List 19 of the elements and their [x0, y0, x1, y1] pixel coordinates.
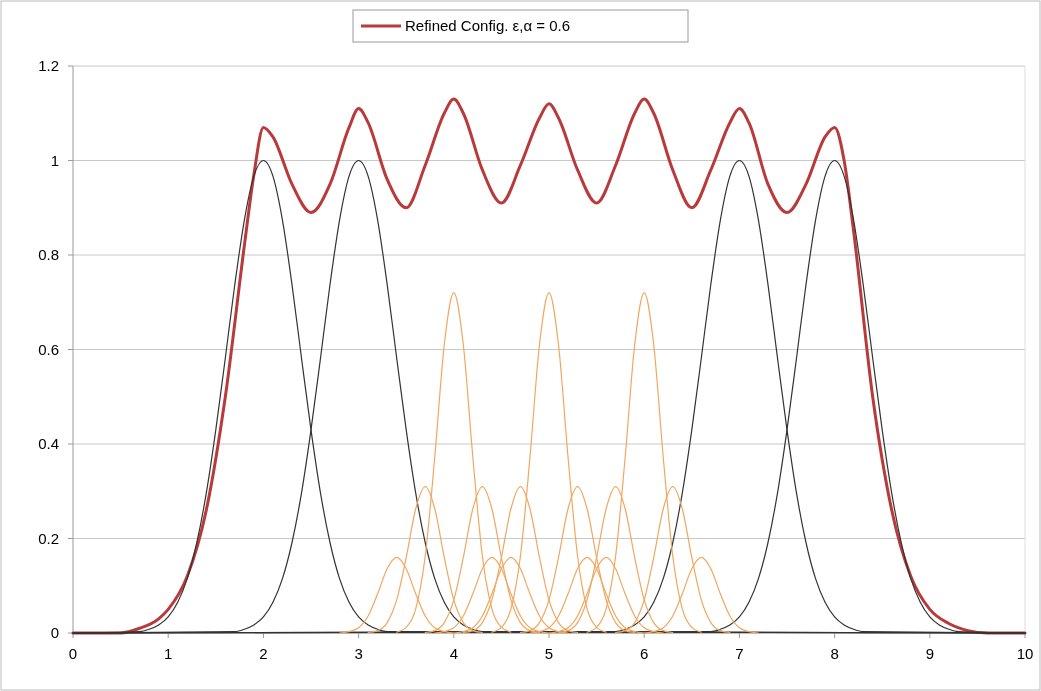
x-tick-label: 7: [735, 645, 744, 662]
y-tick-label: 0.4: [38, 435, 59, 452]
x-tick-label: 4: [449, 645, 458, 662]
y-tick-label: 1.2: [38, 57, 59, 74]
y-tick-label: 0.6: [38, 340, 59, 358]
x-tick-label: 9: [925, 645, 934, 662]
y-tick-label: 0: [50, 624, 59, 641]
x-tick-label: 0: [68, 645, 78, 662]
legend-label: Refined Config. ε,α = 0.6: [405, 17, 571, 34]
y-tick-label: 0.2: [38, 529, 59, 547]
x-tick-label: 8: [830, 645, 839, 662]
x-tick-label: 5: [544, 645, 554, 662]
y-tick-label: 0.8: [38, 246, 59, 263]
x-tick-label: 1: [164, 645, 173, 662]
x-tick-label: 2: [259, 645, 268, 662]
x-tick-label: 10: [1016, 645, 1034, 662]
x-tick-label: 6: [640, 645, 649, 662]
x-tick-label: 3: [354, 645, 363, 662]
y-tick-label: 1: [50, 151, 59, 169]
